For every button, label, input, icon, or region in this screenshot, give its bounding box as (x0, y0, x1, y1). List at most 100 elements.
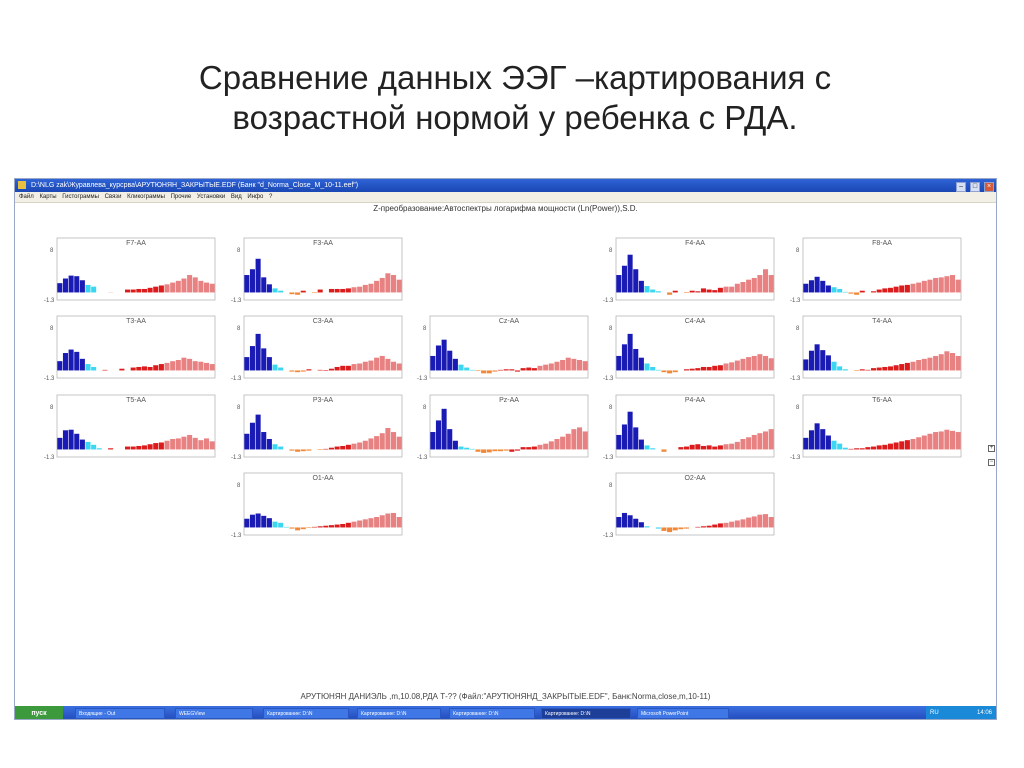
spectrum-bar (655, 291, 661, 293)
system-tray: RU 14:06 (926, 706, 996, 719)
taskbar-item[interactable]: Microsoft PowerPoint (637, 708, 729, 719)
spectrum-bar (757, 354, 763, 371)
spectrum-bar (317, 289, 323, 293)
taskbar-item[interactable]: Картирование: D:\N (357, 708, 441, 719)
spectrum-bar (209, 364, 215, 371)
spectrum-bar (164, 362, 170, 371)
chart-panel: Cz-AA 8 -1.3 (417, 315, 589, 382)
spectrum-bar (187, 358, 193, 371)
taskbar-item[interactable]: Картирование: D:\N (263, 708, 349, 719)
spectrum-bar (848, 448, 854, 450)
minimize-button[interactable]: – (956, 182, 967, 192)
chart-panel: T6-AA 8 -1.3 (790, 394, 962, 461)
spectrum-bar (175, 280, 181, 293)
spectrum-bar (667, 292, 673, 295)
menu-maps[interactable]: Карты (39, 194, 57, 200)
spectrum-bar (300, 370, 306, 372)
spectrum-bar (340, 523, 346, 528)
taskbar-item-active[interactable]: Картирование: D:\N (541, 708, 631, 719)
spectrum-bar (938, 354, 944, 371)
spectrum-bar (938, 277, 944, 293)
slide-title: Сравнение данных ЭЭГ –картирования с воз… (120, 58, 910, 138)
spectrum-bar (458, 446, 464, 450)
spectrum-bar (323, 370, 329, 372)
start-button[interactable]: пуск (15, 706, 63, 719)
spectrum-bar (667, 527, 673, 533)
spectrum-bar (706, 366, 712, 371)
y-tick-label: 8 (237, 405, 241, 411)
language-indicator[interactable]: RU (930, 710, 939, 716)
spectrum-bar (768, 275, 774, 293)
spectrum-bar (700, 366, 706, 371)
close-button[interactable]: × (984, 182, 994, 192)
spectrum-bar (362, 284, 368, 293)
spectrum-bar (554, 361, 560, 371)
menu-view[interactable]: Вид (230, 194, 242, 200)
y-tick-label: -1.3 (231, 376, 242, 382)
spectrum-bar (396, 517, 402, 528)
spectrum-bar (882, 366, 888, 371)
spectrum-bar (181, 436, 187, 450)
chart-title: P4-AA (685, 397, 706, 404)
spectrum-bar (91, 366, 97, 371)
spectrum-bar (141, 366, 147, 371)
taskbar: пуск Входящие - Out WEEGView Картировани… (15, 706, 996, 719)
spectrum-bar (560, 436, 566, 450)
spectrum-bar (717, 287, 723, 293)
taskbar-item[interactable]: WEEGView (175, 708, 253, 719)
spectrum-bar (859, 290, 865, 293)
window-titlebar[interactable]: D:\NLG zak\Журавлева_курсрва\АРУТЮНЯН_ЗА… (15, 179, 996, 192)
spectrum-bar (633, 348, 639, 371)
spectrum-bar (921, 280, 927, 293)
y-tick-label: -1.3 (44, 298, 55, 304)
menu-other[interactable]: Прочие (170, 194, 192, 200)
spectrum-bar (79, 439, 85, 450)
spectrum-bar (278, 290, 284, 293)
y-tick-label: -1.3 (790, 455, 801, 461)
menu-file[interactable]: Файл (19, 194, 34, 200)
spectrum-bar (486, 370, 492, 374)
spectrum-bar (616, 434, 622, 450)
spectrum-bar (678, 527, 684, 530)
taskbar-item[interactable]: Картирование: D:\N (449, 708, 535, 719)
menu-clickograms[interactable]: Кликограммы (127, 194, 165, 200)
spectrum-bar (655, 369, 661, 371)
spectrum-bar (927, 433, 933, 450)
spectrum-bar (317, 526, 323, 528)
spectrum-bar (345, 288, 351, 293)
taskbar-item[interactable]: Входящие - Out (75, 708, 165, 719)
spectrum-bar (820, 429, 826, 450)
spectrum-bar (435, 420, 441, 450)
spectrum-bar (452, 358, 458, 371)
menu-help[interactable]: ? (268, 194, 273, 200)
spectrum-bar (357, 286, 363, 293)
spectrum-bar (345, 444, 351, 450)
spectrum-bar (921, 358, 927, 371)
spectrum-bar (57, 361, 63, 371)
spectrum-bar (700, 445, 706, 450)
menu-links[interactable]: Связи (104, 194, 122, 200)
spectrum-bar (379, 515, 385, 528)
menu-settings[interactable]: Установки (196, 194, 226, 200)
spectrum-bar (362, 440, 368, 450)
app-icon (18, 181, 26, 189)
spectrum-bar (334, 288, 340, 293)
maximize-button[interactable]: □ (970, 182, 981, 192)
spectrum-bar (351, 521, 357, 528)
spectrum-bar (255, 333, 261, 371)
spectrum-bar (272, 521, 278, 528)
zoom-in-icon[interactable]: + (988, 445, 995, 452)
spectrum-bar (859, 448, 865, 450)
spectrum-bar (927, 279, 933, 293)
spectrum-bar (751, 434, 757, 450)
chart-panel: F7-AA 8 -1.3 (44, 237, 216, 304)
spectrum-bar (871, 446, 877, 450)
menu-histograms[interactable]: Гистограммы (62, 194, 99, 200)
spectrum-bar (712, 446, 718, 450)
zoom-out-icon[interactable]: − (988, 459, 995, 466)
spectrum-bar (548, 363, 554, 371)
spectrum-bar (261, 348, 267, 371)
spectrum-bar (571, 429, 577, 450)
y-tick-label: 8 (609, 483, 613, 489)
menu-info[interactable]: Инфо (247, 194, 264, 200)
